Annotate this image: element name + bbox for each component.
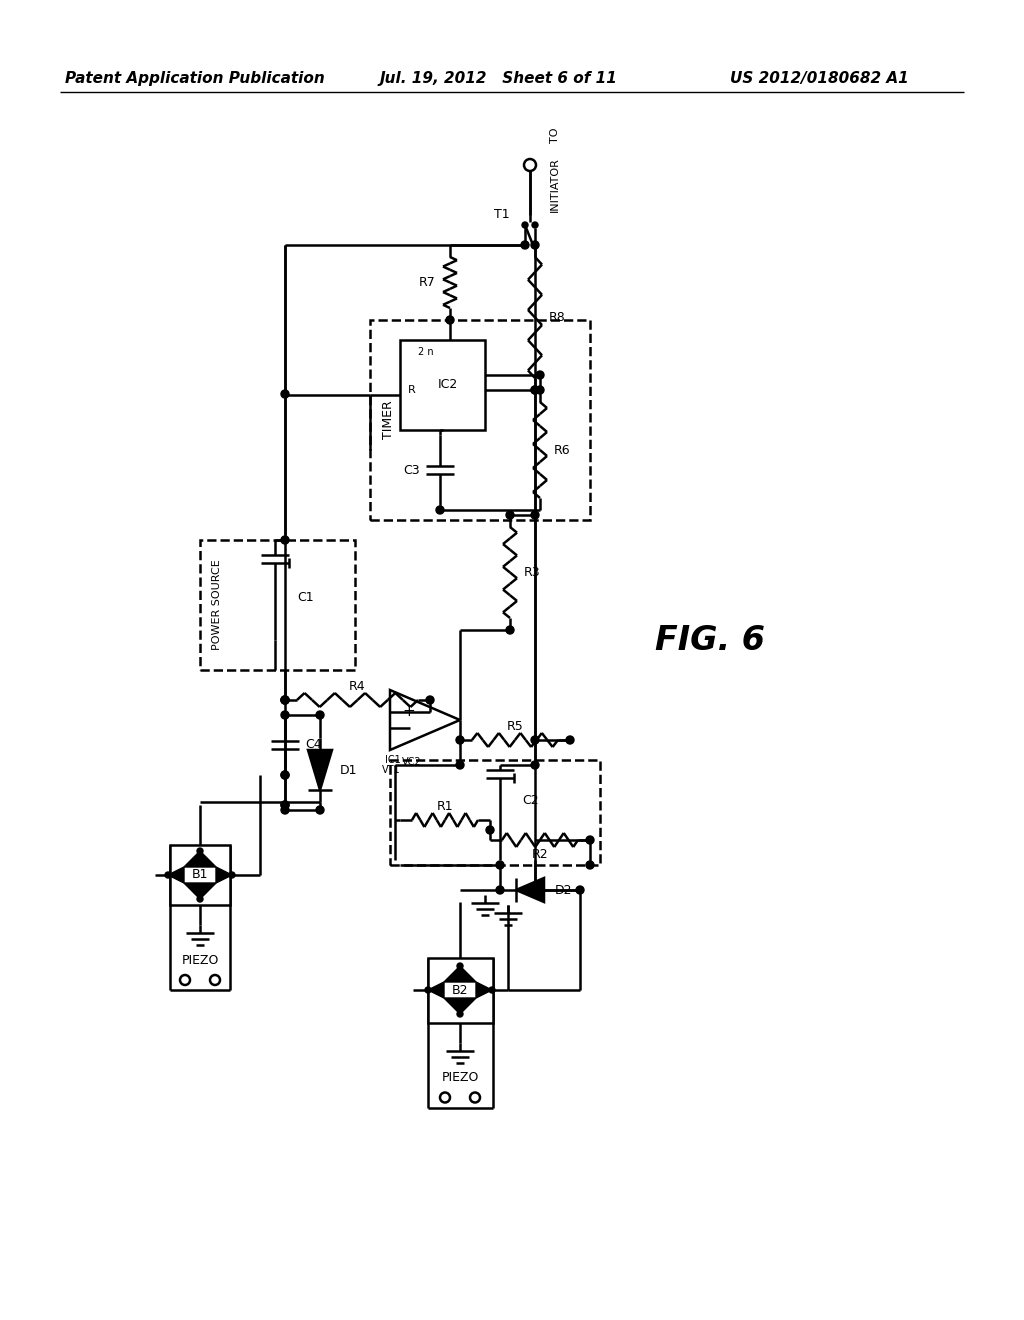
Circle shape [586,836,594,843]
Text: IC2: IC2 [437,379,458,392]
Circle shape [197,847,203,854]
Circle shape [281,696,289,704]
Text: Patent Application Publication: Patent Application Publication [65,70,325,86]
Circle shape [281,801,289,809]
Text: VC2: VC2 [402,756,422,767]
Circle shape [531,762,539,770]
Text: R1: R1 [436,800,454,813]
Bar [170,845,230,906]
Text: R3: R3 [524,566,541,579]
Circle shape [281,389,289,399]
Circle shape [197,896,203,902]
Polygon shape [476,982,492,998]
Circle shape [281,696,289,704]
Polygon shape [516,878,544,902]
Circle shape [536,371,544,379]
Text: VT1: VT1 [382,766,400,775]
Circle shape [531,385,539,393]
Circle shape [281,536,289,544]
Circle shape [531,886,539,894]
Bar [400,341,485,430]
Circle shape [446,315,454,323]
Text: TIMER: TIMER [382,401,395,440]
Circle shape [521,242,529,249]
Circle shape [316,807,324,814]
Circle shape [531,385,539,393]
Circle shape [281,696,289,704]
Text: R2: R2 [531,847,548,861]
Circle shape [575,886,584,894]
Circle shape [506,511,514,519]
Text: C1: C1 [297,591,313,605]
Text: POWER SOURCE: POWER SOURCE [212,560,222,651]
Text: TO: TO [550,127,560,143]
Text: T1: T1 [495,209,510,222]
Circle shape [316,711,324,719]
Text: FIG. 6: FIG. 6 [655,623,765,656]
Bar [370,319,590,520]
Circle shape [457,1011,463,1016]
Text: R4: R4 [349,680,366,693]
Polygon shape [184,851,216,867]
Polygon shape [428,982,444,998]
Circle shape [566,737,574,744]
Circle shape [457,964,463,969]
Circle shape [532,222,538,228]
Circle shape [229,873,234,878]
Text: +: + [402,705,415,719]
Circle shape [496,886,504,894]
Polygon shape [184,883,216,899]
Text: C4: C4 [305,738,322,751]
Text: 2 n: 2 n [418,347,433,356]
Text: INITIATOR: INITIATOR [550,157,560,213]
Circle shape [489,987,495,993]
Circle shape [531,242,539,249]
Polygon shape [308,750,332,789]
Text: PIEZO: PIEZO [181,953,219,966]
Text: IC1: IC1 [385,755,400,766]
Circle shape [506,626,514,634]
Circle shape [281,711,289,719]
Circle shape [496,861,504,869]
Circle shape [281,801,289,809]
Text: C3: C3 [403,463,420,477]
Circle shape [531,737,539,744]
Bar [427,957,493,1023]
Circle shape [531,511,539,519]
Circle shape [586,861,594,869]
Circle shape [536,385,544,393]
Polygon shape [168,867,184,883]
Polygon shape [444,966,476,982]
Circle shape [456,737,464,744]
Circle shape [486,826,494,834]
Text: R5: R5 [507,719,523,733]
Circle shape [522,222,528,228]
Polygon shape [444,998,476,1014]
Circle shape [281,771,289,779]
Text: Jul. 19, 2012   Sheet 6 of 11: Jul. 19, 2012 Sheet 6 of 11 [380,70,617,86]
Text: US 2012/0180682 A1: US 2012/0180682 A1 [730,70,908,86]
Text: R8: R8 [549,312,565,323]
Text: B2: B2 [452,983,468,997]
Bar [390,760,600,865]
Text: PIEZO: PIEZO [441,1071,478,1084]
Circle shape [281,771,289,779]
Circle shape [425,987,431,993]
Circle shape [426,696,434,704]
Text: C2: C2 [522,793,539,807]
Circle shape [456,762,464,770]
Bar [200,540,355,671]
Text: D2: D2 [555,883,572,896]
Text: B1: B1 [191,869,208,882]
Polygon shape [216,867,232,883]
Text: R7: R7 [419,276,436,289]
Circle shape [281,807,289,814]
Text: D1: D1 [340,763,357,776]
Text: R6: R6 [554,444,570,457]
Text: R: R [408,385,416,395]
Circle shape [165,873,171,878]
Circle shape [436,506,444,513]
